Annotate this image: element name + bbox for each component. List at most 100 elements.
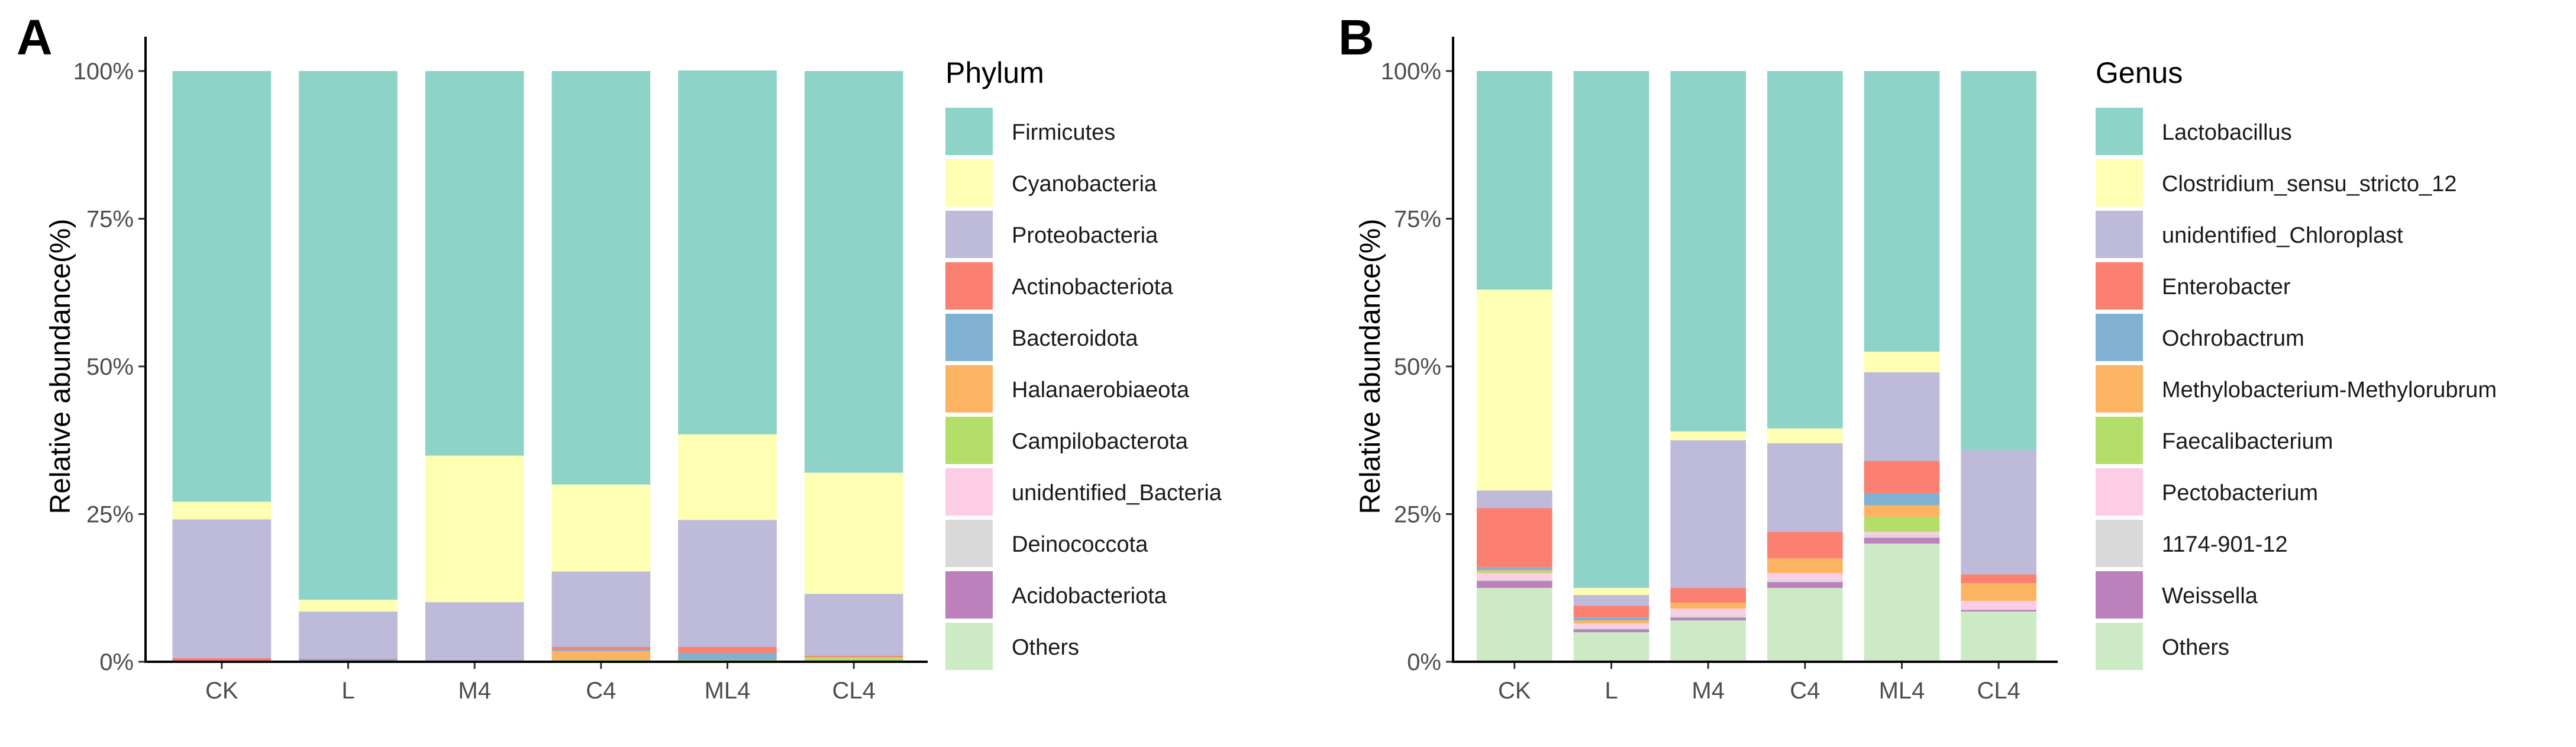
legend-label-clostridium-sensu-stricto-12: Clostridium_sensu_stricto_12 [2162, 172, 2456, 197]
legend-swatch-lactobacillus [2096, 108, 2143, 155]
legend-swatch-campilobacterota [945, 417, 993, 464]
y-tick-label: 100% [1381, 59, 1441, 85]
legend-label-pectobacterium: Pectobacterium [2162, 481, 2318, 505]
legend-label-unidentified-chloroplast: unidentified_Chloroplast [2162, 223, 2403, 248]
bar-segment-ml4-cyanobacteria [678, 434, 777, 520]
bar-segment-c4-pectobacterium [1767, 573, 1843, 579]
legend-swatch-faecalibacterium [2096, 417, 2143, 464]
y-tick-label: 50% [1394, 354, 1441, 380]
legend-swatch-clostridium-sensu-stricto-12 [2096, 159, 2143, 207]
bar-segment-ml4-clostridium-sensu-stricto-12 [1864, 352, 1940, 372]
y-tick-label: 100% [73, 59, 134, 85]
bar-segment-l-cyanobacteria [299, 600, 398, 612]
x-tick-label-cl4: CL4 [832, 678, 875, 704]
bar-segment-l-unidentified-chloroplast [1573, 595, 1649, 606]
y-tick-label: 75% [86, 207, 134, 233]
bar-segment-ml4-actinobacteriota [678, 647, 777, 653]
bar-segment-m4-firmicutes [425, 71, 524, 456]
legend-label-cyanobacteria: Cyanobacteria [1012, 172, 1157, 197]
bar-segment-c4-others [1767, 588, 1843, 662]
y-axis-title: Relative abundance(%) [1355, 219, 1386, 514]
legend-swatch-weissella [2096, 571, 2143, 619]
bar-segment-ck-methylobacterium-methylorubrum [1477, 570, 1552, 572]
legend-title: Genus [2096, 56, 2183, 89]
legend-swatch-acidobacteriota [945, 571, 993, 619]
x-tick-label-ck: CK [1498, 678, 1531, 704]
bar-segment-c4-firmicutes [551, 71, 651, 485]
bar-segment-ml4-unidentified-chloroplast [1864, 372, 1940, 461]
legend-label-proteobacteria: Proteobacteria [1012, 223, 1158, 248]
bar-segment-ml4-weissella [1864, 537, 1940, 544]
legend-swatch-1174-901-12 [2096, 520, 2143, 567]
bar-segment-c4-1174-901-12 [1767, 579, 1843, 582]
x-tick-label-l: L [341, 678, 354, 704]
bar-segment-cl4-pectobacterium [1961, 601, 2036, 610]
bar-segment-ck-others [1477, 588, 1552, 662]
legend-swatch-proteobacteria [945, 211, 993, 258]
bar-segment-ml4-others [1864, 543, 1940, 662]
bar-segment-l-bacteroidota [299, 659, 398, 662]
y-tick-label: 0% [1407, 649, 1441, 675]
legend-label-bacteroidota: Bacteroidota [1012, 326, 1138, 351]
legend-label-weissella: Weissella [2162, 584, 2258, 608]
bar-segment-m4-1174-901-12 [1670, 614, 1746, 618]
legend-label-lactobacillus: Lactobacillus [2162, 120, 2292, 145]
bar-segment-ml4-bacteroidota [678, 653, 777, 661]
legend-swatch-others [945, 623, 993, 670]
bar-segment-ck-weissella [1477, 581, 1552, 588]
x-tick-label-cl4: CL4 [1977, 678, 2020, 704]
bar-segment-m4-pectobacterium [1670, 608, 1746, 615]
bar-segment-l-enterobacter [1573, 606, 1649, 618]
bar-segment-cl4-enterobacter [1961, 574, 2036, 584]
bar-segment-ck-firmicutes [172, 71, 272, 502]
legend-label-others: Others [2162, 635, 2229, 660]
bar-segment-l-others [1573, 632, 1649, 662]
bar-segment-m4-weissella [1670, 617, 1746, 621]
legend-label-enterobacter: Enterobacter [2162, 275, 2291, 300]
bar-segment-m4-unidentified-chloroplast [1670, 440, 1746, 588]
bar-segment-m4-cyanobacteria [425, 455, 524, 603]
bar-segment-l-methylobacterium-methylorubrum [1573, 620, 1649, 624]
bar-segment-m4-lactobacillus [1670, 71, 1746, 432]
bar-segment-ml4-1174-901-12 [1864, 535, 1940, 538]
legend-swatch-firmicutes [945, 108, 993, 155]
bar-segment-m4-others [1670, 620, 1746, 662]
bar-segment-ck-clostridium-sensu-stricto-12 [1477, 289, 1552, 491]
x-tick-label-m4: M4 [1691, 678, 1725, 704]
bar-segment-cl4-actinobacteriota [804, 656, 903, 658]
legend-label-actinobacteriota: Actinobacteriota [1012, 275, 1173, 300]
bar-segment-ck-actinobacteriota [172, 658, 272, 662]
panel-a: A Relative abundance(%) CK L M4 C4 ML4 CL4 0% 25%… [17, 9, 1222, 704]
bar-segment-c4-lactobacillus [1767, 71, 1843, 429]
legend-swatch-actinobacteriota [945, 262, 993, 310]
bar-segment-ml4-enterobacter [1864, 461, 1940, 494]
legend-swatch-unidentified-chloroplast [2096, 211, 2143, 258]
panel-b: B Relative abundance(%) CK L M4 C4 ML4 CL4 0% 25%… [1338, 9, 2497, 704]
bar-segment-cl4-cyanobacteria [804, 472, 903, 594]
legend-label-methylobacterium-methylorubrum: Methylobacterium-Methylorubrum [2162, 378, 2497, 403]
legend-swatch-others [2096, 623, 2143, 670]
legend-swatch-enterobacter [2096, 262, 2143, 310]
bar-segment-ck-ochrobactrum [1477, 567, 1552, 571]
bar-segment-l-1174-901-12 [1573, 627, 1649, 630]
legend-title: Phylum [945, 56, 1044, 89]
y-tick-label: 50% [86, 354, 134, 380]
bar-segment-l-ochrobactrum [1573, 617, 1649, 621]
bar-segment-ck-1174-901-12 [1477, 579, 1552, 581]
y-tick-label: 75% [1394, 207, 1441, 233]
legend-label-acidobacteriota: Acidobacteriota [1012, 584, 1167, 608]
legend-label-others: Others [1012, 635, 1079, 660]
bar-segment-m4-enterobacter [1670, 588, 1746, 603]
bar-segment-c4-methylobacterium-methylorubrum [1767, 558, 1843, 574]
legend-label-firmicutes: Firmicutes [1012, 120, 1115, 145]
panel-label: B [1338, 9, 1374, 65]
legend-label-unidentified-bacteria: unidentified_Bacteria [1012, 481, 1222, 505]
bar-segment-ck-proteobacteria [172, 519, 272, 659]
bar-segment-cl4-proteobacteria [804, 594, 903, 656]
bar-segment-ml4-ochrobactrum [1864, 493, 1940, 505]
legend-swatch-methylobacterium-methylorubrum [2096, 365, 2143, 413]
bar-segment-ck-cyanobacteria [172, 501, 272, 520]
panel-label: A [17, 9, 53, 65]
bar-segment-l-pectobacterium [1573, 623, 1649, 628]
